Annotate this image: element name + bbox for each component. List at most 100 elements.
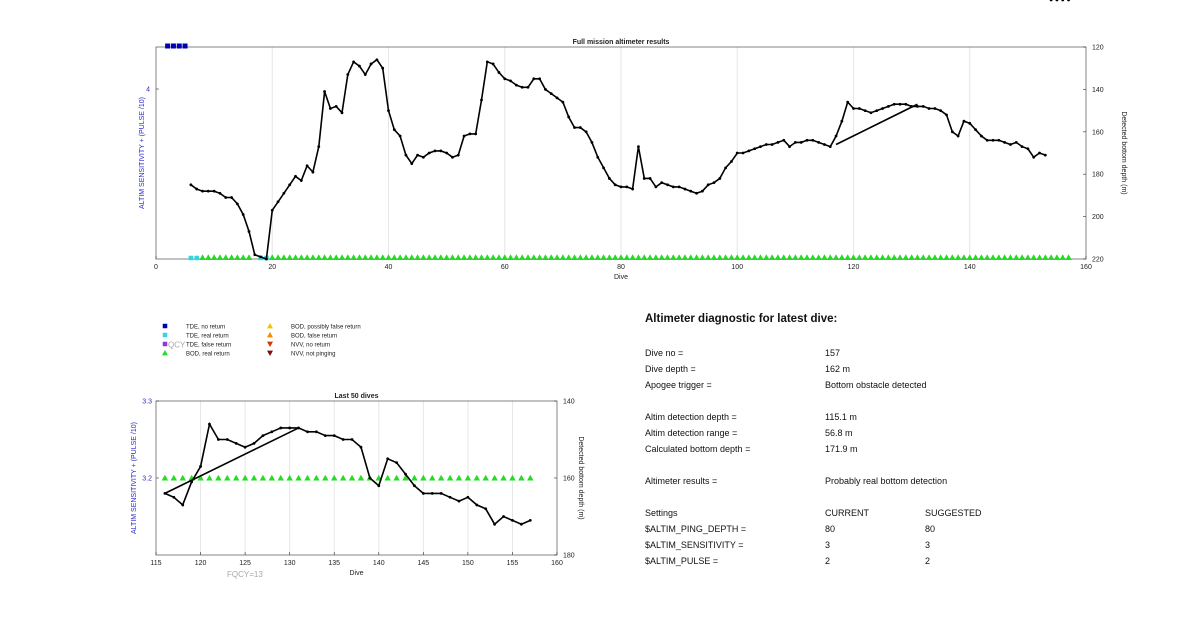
bod-real-return-marker	[292, 254, 299, 261]
diagnostic-row: Dive depth = 162 m	[645, 364, 1125, 376]
bottom-depth-point	[1009, 143, 1012, 146]
bottom-depth-point	[279, 426, 283, 430]
bottom-depth-point	[538, 77, 542, 81]
bod-real-return-marker	[792, 254, 799, 261]
bottom-depth-point	[898, 102, 902, 106]
bod-real-return-marker	[473, 474, 480, 481]
legend-label: TDE, real return	[186, 334, 229, 340]
bod-real-return-marker	[408, 254, 415, 261]
bod-real-return-marker	[402, 254, 410, 261]
bottom-depth-point	[695, 191, 698, 195]
bottom-depth-point	[956, 134, 960, 138]
diagnostic-row: $ALTIM_SENSITIVITY = 3 3	[645, 540, 1125, 552]
x-tick-label: 125	[239, 560, 251, 567]
diagnostic-value: Probably real bottom detection	[825, 476, 948, 486]
bottom-depth-point	[811, 138, 815, 142]
bod-real-return-marker	[482, 474, 489, 481]
tde-no-return-marker	[165, 43, 171, 49]
bod-real-return-marker	[338, 254, 346, 261]
bod-real-return-marker	[373, 254, 381, 261]
bottom-depth-point	[474, 132, 478, 136]
bottom-depth-point	[346, 73, 350, 76]
bottom-depth-point	[457, 499, 461, 503]
bottom-depth-point	[172, 495, 176, 499]
bod-real-return-marker	[902, 254, 910, 261]
bottom-depth-point	[206, 189, 210, 193]
y-right-tick-label: 180	[1092, 172, 1104, 179]
bottom-depth-point	[799, 141, 803, 144]
bod-real-return-marker	[1001, 254, 1008, 261]
bottom-depth-point	[997, 138, 1001, 142]
bod-real-return-marker	[303, 254, 311, 261]
bottom-depth-point	[445, 151, 449, 155]
bod-real-return-marker	[170, 474, 178, 481]
diagnostic-row: Calculated bottom depth = 171.9 m	[645, 444, 1125, 456]
bottom-depth-point	[448, 495, 452, 499]
y-right-axis-label: Detected bottom depth (m)	[577, 436, 584, 519]
bottom-depth-point	[927, 107, 931, 110]
x-tick-label: 160	[551, 560, 563, 567]
bod-real-return-marker	[751, 254, 758, 261]
bottom-depth-point	[991, 138, 995, 142]
bod-real-return-marker	[728, 254, 735, 261]
bottom-depth-point	[985, 138, 989, 142]
bod-real-return-marker	[797, 254, 805, 261]
bottom-depth-point	[759, 145, 762, 149]
legend-label: NVV, not pinging	[291, 352, 335, 358]
last-50-dives-chart: Last 50 dives 115 120 125 130 135 140 145 150 155…	[131, 393, 584, 579]
bottom-depth-point	[439, 149, 443, 153]
bod-real-return-marker	[1013, 254, 1020, 261]
bod-real-return-marker	[600, 254, 607, 261]
bottom-depth-point	[933, 107, 937, 110]
diagnostic-label: Altim detection range =	[645, 428, 738, 438]
diagnostic-value: 157	[825, 348, 841, 358]
bod-real-return-marker	[210, 254, 218, 261]
legend-marker	[267, 350, 273, 356]
bottom-depth-point	[358, 64, 361, 68]
bod-real-return-marker	[197, 474, 204, 481]
bod-real-return-marker	[309, 254, 317, 261]
qcy-annotation: QCY	[168, 341, 186, 350]
legend-label: BOD, real return	[186, 352, 230, 358]
bod-real-return-marker	[867, 254, 875, 261]
bottom-depth-point	[427, 151, 431, 155]
bod-real-return-marker	[367, 254, 375, 261]
legend-marker	[162, 350, 168, 356]
bottom-depth-point	[561, 100, 565, 104]
bottom-depth-point	[654, 185, 658, 189]
bod-real-return-marker	[357, 474, 365, 481]
bod-real-return-marker	[507, 254, 514, 261]
diagnostic-row: Apogee trigger = Bottom obstacle detected	[645, 380, 1125, 392]
bottom-depth-point	[241, 213, 245, 216]
bod-real-return-marker	[582, 254, 590, 261]
bod-real-return-marker	[524, 254, 532, 261]
bottom-depth-point	[1014, 141, 1018, 144]
bottom-depth-point	[224, 196, 228, 199]
x-tick-label: 140	[373, 560, 385, 567]
bod-real-return-marker	[241, 474, 249, 481]
bod-real-return-marker	[716, 254, 724, 261]
bod-real-return-marker	[687, 254, 694, 261]
bottom-depth-point	[252, 441, 256, 445]
bod-real-return-marker	[757, 254, 764, 261]
bottom-depth-point	[532, 77, 536, 81]
bottom-depth-point	[509, 79, 512, 83]
bod-real-return-marker	[233, 474, 240, 481]
bottom-depth-point	[712, 181, 716, 185]
bottom-depth-point	[979, 134, 983, 138]
diagnostic-row: Altim detection depth = 115.1 m	[645, 412, 1125, 424]
bottom-depth-point	[484, 507, 488, 511]
diagnostic-label: Altim detection depth =	[645, 412, 737, 422]
y-left-tick-label: 4	[146, 87, 150, 94]
bod-real-return-marker	[429, 474, 436, 481]
bod-real-return-marker	[983, 254, 991, 261]
bod-real-return-marker	[274, 254, 282, 261]
bod-real-return-marker	[322, 474, 329, 481]
bottom-depth-point	[493, 522, 497, 526]
bod-real-return-marker	[571, 254, 578, 261]
tde-real-return-marker	[188, 255, 194, 261]
plot-frame	[155, 400, 558, 556]
bod-real-return-marker	[295, 474, 302, 481]
bod-real-return-marker	[1042, 254, 1049, 261]
bottom-depth-point	[753, 147, 757, 151]
